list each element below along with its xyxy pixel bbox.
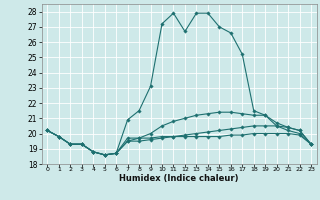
X-axis label: Humidex (Indice chaleur): Humidex (Indice chaleur) [119, 174, 239, 183]
